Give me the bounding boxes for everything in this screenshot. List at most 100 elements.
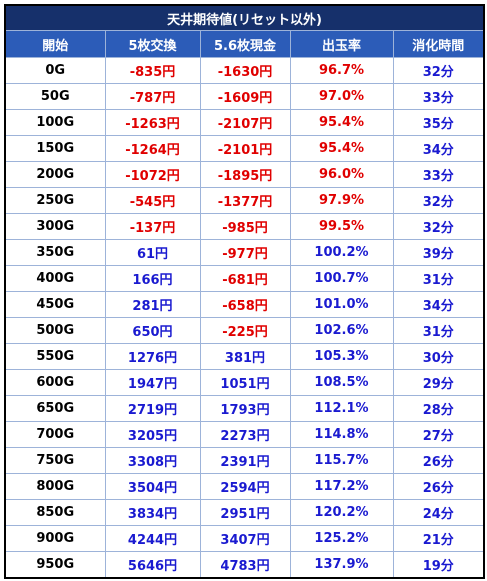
table-row: 650G 2719円 1793円 112.1% 28分 <box>4 395 485 422</box>
table-cell: 125.2% <box>289 525 394 552</box>
table-cell: -1263円 <box>104 109 201 136</box>
table-cell: 350G <box>4 239 106 266</box>
table-cell: 96.0% <box>289 161 394 188</box>
header-cell: 消化時間 <box>392 30 485 58</box>
table-cell: 150G <box>4 135 106 162</box>
table-row: 100G -1263円 -2107円 95.4% 35分 <box>4 109 485 136</box>
table-cell: 114.8% <box>289 421 394 448</box>
table-cell: 900G <box>4 525 106 552</box>
table-cell: 34分 <box>392 291 485 318</box>
table-cell: 95.4% <box>289 109 394 136</box>
table-cell: 61円 <box>104 239 201 266</box>
table-cell: 32分 <box>392 57 485 84</box>
table-cell: 117.2% <box>289 473 394 500</box>
table-cell: 400G <box>4 265 106 292</box>
table-cell: 800G <box>4 473 106 500</box>
table-cell: 31分 <box>392 317 485 344</box>
table-cell: 3407円 <box>199 525 291 552</box>
table-cell: 4244円 <box>104 525 201 552</box>
table-cell: 600G <box>4 369 106 396</box>
table-cell: 108.5% <box>289 369 394 396</box>
table-row: 900G 4244円 3407円 125.2% 21分 <box>4 525 485 552</box>
table-body: 0G -835円 -1630円 96.7% 32分 50G -787円 -1609円 97.0%… <box>4 57 485 579</box>
table-title: 天井期待値(リセット以外) <box>4 4 485 31</box>
table-cell: 2391円 <box>199 447 291 474</box>
table-cell: 1051円 <box>199 369 291 396</box>
table-cell: -2101円 <box>199 135 291 162</box>
table-cell: -1609円 <box>199 83 291 110</box>
table-cell: 105.3% <box>289 343 394 370</box>
table-row: 50G -787円 -1609円 97.0% 33分 <box>4 83 485 110</box>
table-cell: 450G <box>4 291 106 318</box>
table-cell: -681円 <box>199 265 291 292</box>
table-cell: 950G <box>4 551 106 579</box>
table-row: 700G 3205円 2273円 114.8% 27分 <box>4 421 485 448</box>
table-row: 850G 3834円 2951円 120.2% 24分 <box>4 499 485 526</box>
table-cell: 32分 <box>392 213 485 240</box>
table-cell: 3834円 <box>104 499 201 526</box>
table-cell: 2719円 <box>104 395 201 422</box>
table-row: 150G -1264円 -2101円 95.4% 34分 <box>4 135 485 162</box>
table-cell: 550G <box>4 343 106 370</box>
table-row: 0G -835円 -1630円 96.7% 32分 <box>4 57 485 84</box>
table-cell: 28分 <box>392 395 485 422</box>
table-cell: 3205円 <box>104 421 201 448</box>
table-cell: -658円 <box>199 291 291 318</box>
table-cell: 32分 <box>392 187 485 214</box>
table-cell: 281円 <box>104 291 201 318</box>
table-cell: -835円 <box>104 57 201 84</box>
table-cell: 750G <box>4 447 106 474</box>
header-cell: 5枚交換 <box>104 30 201 58</box>
table-cell: 35分 <box>392 109 485 136</box>
table-cell: 30分 <box>392 343 485 370</box>
table-cell: 31分 <box>392 265 485 292</box>
table-cell: -985円 <box>199 213 291 240</box>
table-cell: 137.9% <box>289 551 394 579</box>
table-cell: -1377円 <box>199 187 291 214</box>
table-row: 600G 1947円 1051円 108.5% 29分 <box>4 369 485 396</box>
table-cell: 100.2% <box>289 239 394 266</box>
table-cell: -225円 <box>199 317 291 344</box>
table-row: 400G 166円 -681円 100.7% 31分 <box>4 265 485 292</box>
table-cell: 29分 <box>392 369 485 396</box>
table-row: 750G 3308円 2391円 115.7% 26分 <box>4 447 485 474</box>
table-cell: 300G <box>4 213 106 240</box>
table-cell: 1276円 <box>104 343 201 370</box>
table-cell: 96.7% <box>289 57 394 84</box>
table-cell: 100.7% <box>289 265 394 292</box>
table-cell: -977円 <box>199 239 291 266</box>
table-cell: 26分 <box>392 473 485 500</box>
header-row: 開始 5枚交換 5.6枚現金 出玉率 消化時間 <box>4 30 485 58</box>
table-cell: 100G <box>4 109 106 136</box>
table-cell: 101.0% <box>289 291 394 318</box>
table-cell: 700G <box>4 421 106 448</box>
table-row: 950G 5646円 4783円 137.9% 19分 <box>4 551 485 579</box>
table-cell: -1895円 <box>199 161 291 188</box>
table-row: 550G 1276円 381円 105.3% 30分 <box>4 343 485 370</box>
table-cell: 115.7% <box>289 447 394 474</box>
table-cell: 166円 <box>104 265 201 292</box>
table-cell: 3308円 <box>104 447 201 474</box>
table-cell: 2951円 <box>199 499 291 526</box>
table-row: 450G 281円 -658円 101.0% 34分 <box>4 291 485 318</box>
table-cell: 1793円 <box>199 395 291 422</box>
table-row: 200G -1072円 -1895円 96.0% 33分 <box>4 161 485 188</box>
table-cell: -1264円 <box>104 135 201 162</box>
table-cell: -1630円 <box>199 57 291 84</box>
table-cell: 33分 <box>392 83 485 110</box>
table-cell: -787円 <box>104 83 201 110</box>
table-cell: -545円 <box>104 187 201 214</box>
table-cell: 250G <box>4 187 106 214</box>
table-cell: 97.9% <box>289 187 394 214</box>
header-cell: 開始 <box>4 30 106 58</box>
expectation-table: 天井期待値(リセット以外) 開始 5枚交換 5.6枚現金 出玉率 消化時間 0G -835… <box>4 4 486 579</box>
header-cell: 出玉率 <box>289 30 394 58</box>
table-cell: 19分 <box>392 551 485 579</box>
table-cell: 26分 <box>392 447 485 474</box>
table-row: 250G -545円 -1377円 97.9% 32分 <box>4 187 485 214</box>
table-cell: 27分 <box>392 421 485 448</box>
table-cell: 850G <box>4 499 106 526</box>
table-row: 300G -137円 -985円 99.5% 32分 <box>4 213 485 240</box>
table-row: 800G 3504円 2594円 117.2% 26分 <box>4 473 485 500</box>
